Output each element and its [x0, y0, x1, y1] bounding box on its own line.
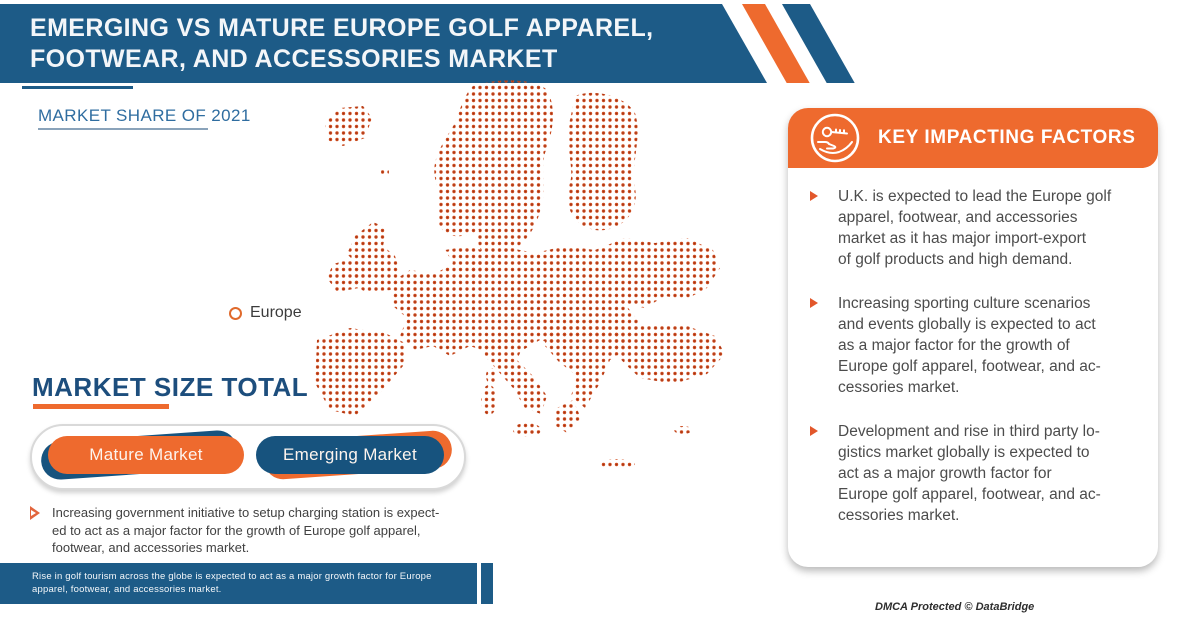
title-banner: EMERGING VS MATURE EUROPE GOLF APPAREL, …: [0, 4, 767, 83]
market-note-text: Increasing government initiative to setu…: [52, 505, 440, 555]
europe-dot-map: [315, 80, 725, 469]
bottom-highlight-bar: Rise in golf tourism across the globe is…: [0, 563, 477, 604]
market-size-underline: [33, 404, 169, 409]
factor-text: Development and rise in third party lo- …: [838, 423, 1101, 524]
mature-market-button[interactable]: Mature Market: [39, 429, 244, 481]
dmca-copyright: DMCA Protected © DataBridge: [875, 601, 1035, 613]
region-ring-icon: [229, 306, 242, 320]
market-share-label: MARKET SHARE OF 2021: [38, 106, 251, 125]
emerging-button-label[interactable]: Emerging Market: [256, 436, 444, 474]
market-size-heading: MARKET SIZE TOTAL: [32, 372, 309, 402]
page-title-line2: FOOTWEAR, AND ACCESSORIES MARKET: [30, 45, 558, 73]
market-share-underline: [38, 128, 208, 130]
factor-text: U.K. is expected to lead the Europe golf…: [838, 188, 1112, 268]
region-label: Europe: [250, 304, 302, 321]
triangle-bullet-icon: [30, 506, 41, 521]
europe-map-marker: Europe: [229, 304, 302, 322]
factor-item: U.K. is expected to lead the Europe golf…: [810, 186, 1138, 270]
factor-item: Development and rise in third party lo- …: [810, 421, 1138, 526]
market-note: Increasing government initiative to setu…: [30, 504, 510, 557]
factor-item: Increasing sporting culture scenarios an…: [810, 293, 1138, 398]
triangle-bullet-icon: [810, 426, 826, 436]
page-title-line1: EMERGING VS MATURE EUROPE GOLF APPAREL,: [30, 14, 654, 42]
key-factors-list: U.K. is expected to lead the Europe golf…: [788, 168, 1158, 526]
page-title: EMERGING VS MATURE EUROPE GOLF APPAREL, …: [30, 13, 654, 75]
triangle-bullet-icon: [810, 191, 826, 201]
factor-text: Increasing sporting culture scenarios an…: [838, 295, 1101, 396]
emerging-market-button[interactable]: Emerging Market: [256, 429, 454, 481]
triangle-bullet-icon: [810, 298, 826, 308]
banner-accent-line: [22, 86, 133, 89]
market-buttons-container: Mature Market Emerging Market: [30, 424, 466, 490]
key-factors-header: KEY IMPACTING FACTORS: [788, 108, 1158, 168]
mature-button-label[interactable]: Mature Market: [48, 436, 244, 474]
key-factors-card: KEY IMPACTING FACTORS U.K. is expected t…: [788, 108, 1158, 567]
hand-key-icon: [810, 113, 860, 163]
key-factors-title: KEY IMPACTING FACTORS: [878, 127, 1136, 148]
bottom-bar-accent-block: [481, 563, 493, 604]
